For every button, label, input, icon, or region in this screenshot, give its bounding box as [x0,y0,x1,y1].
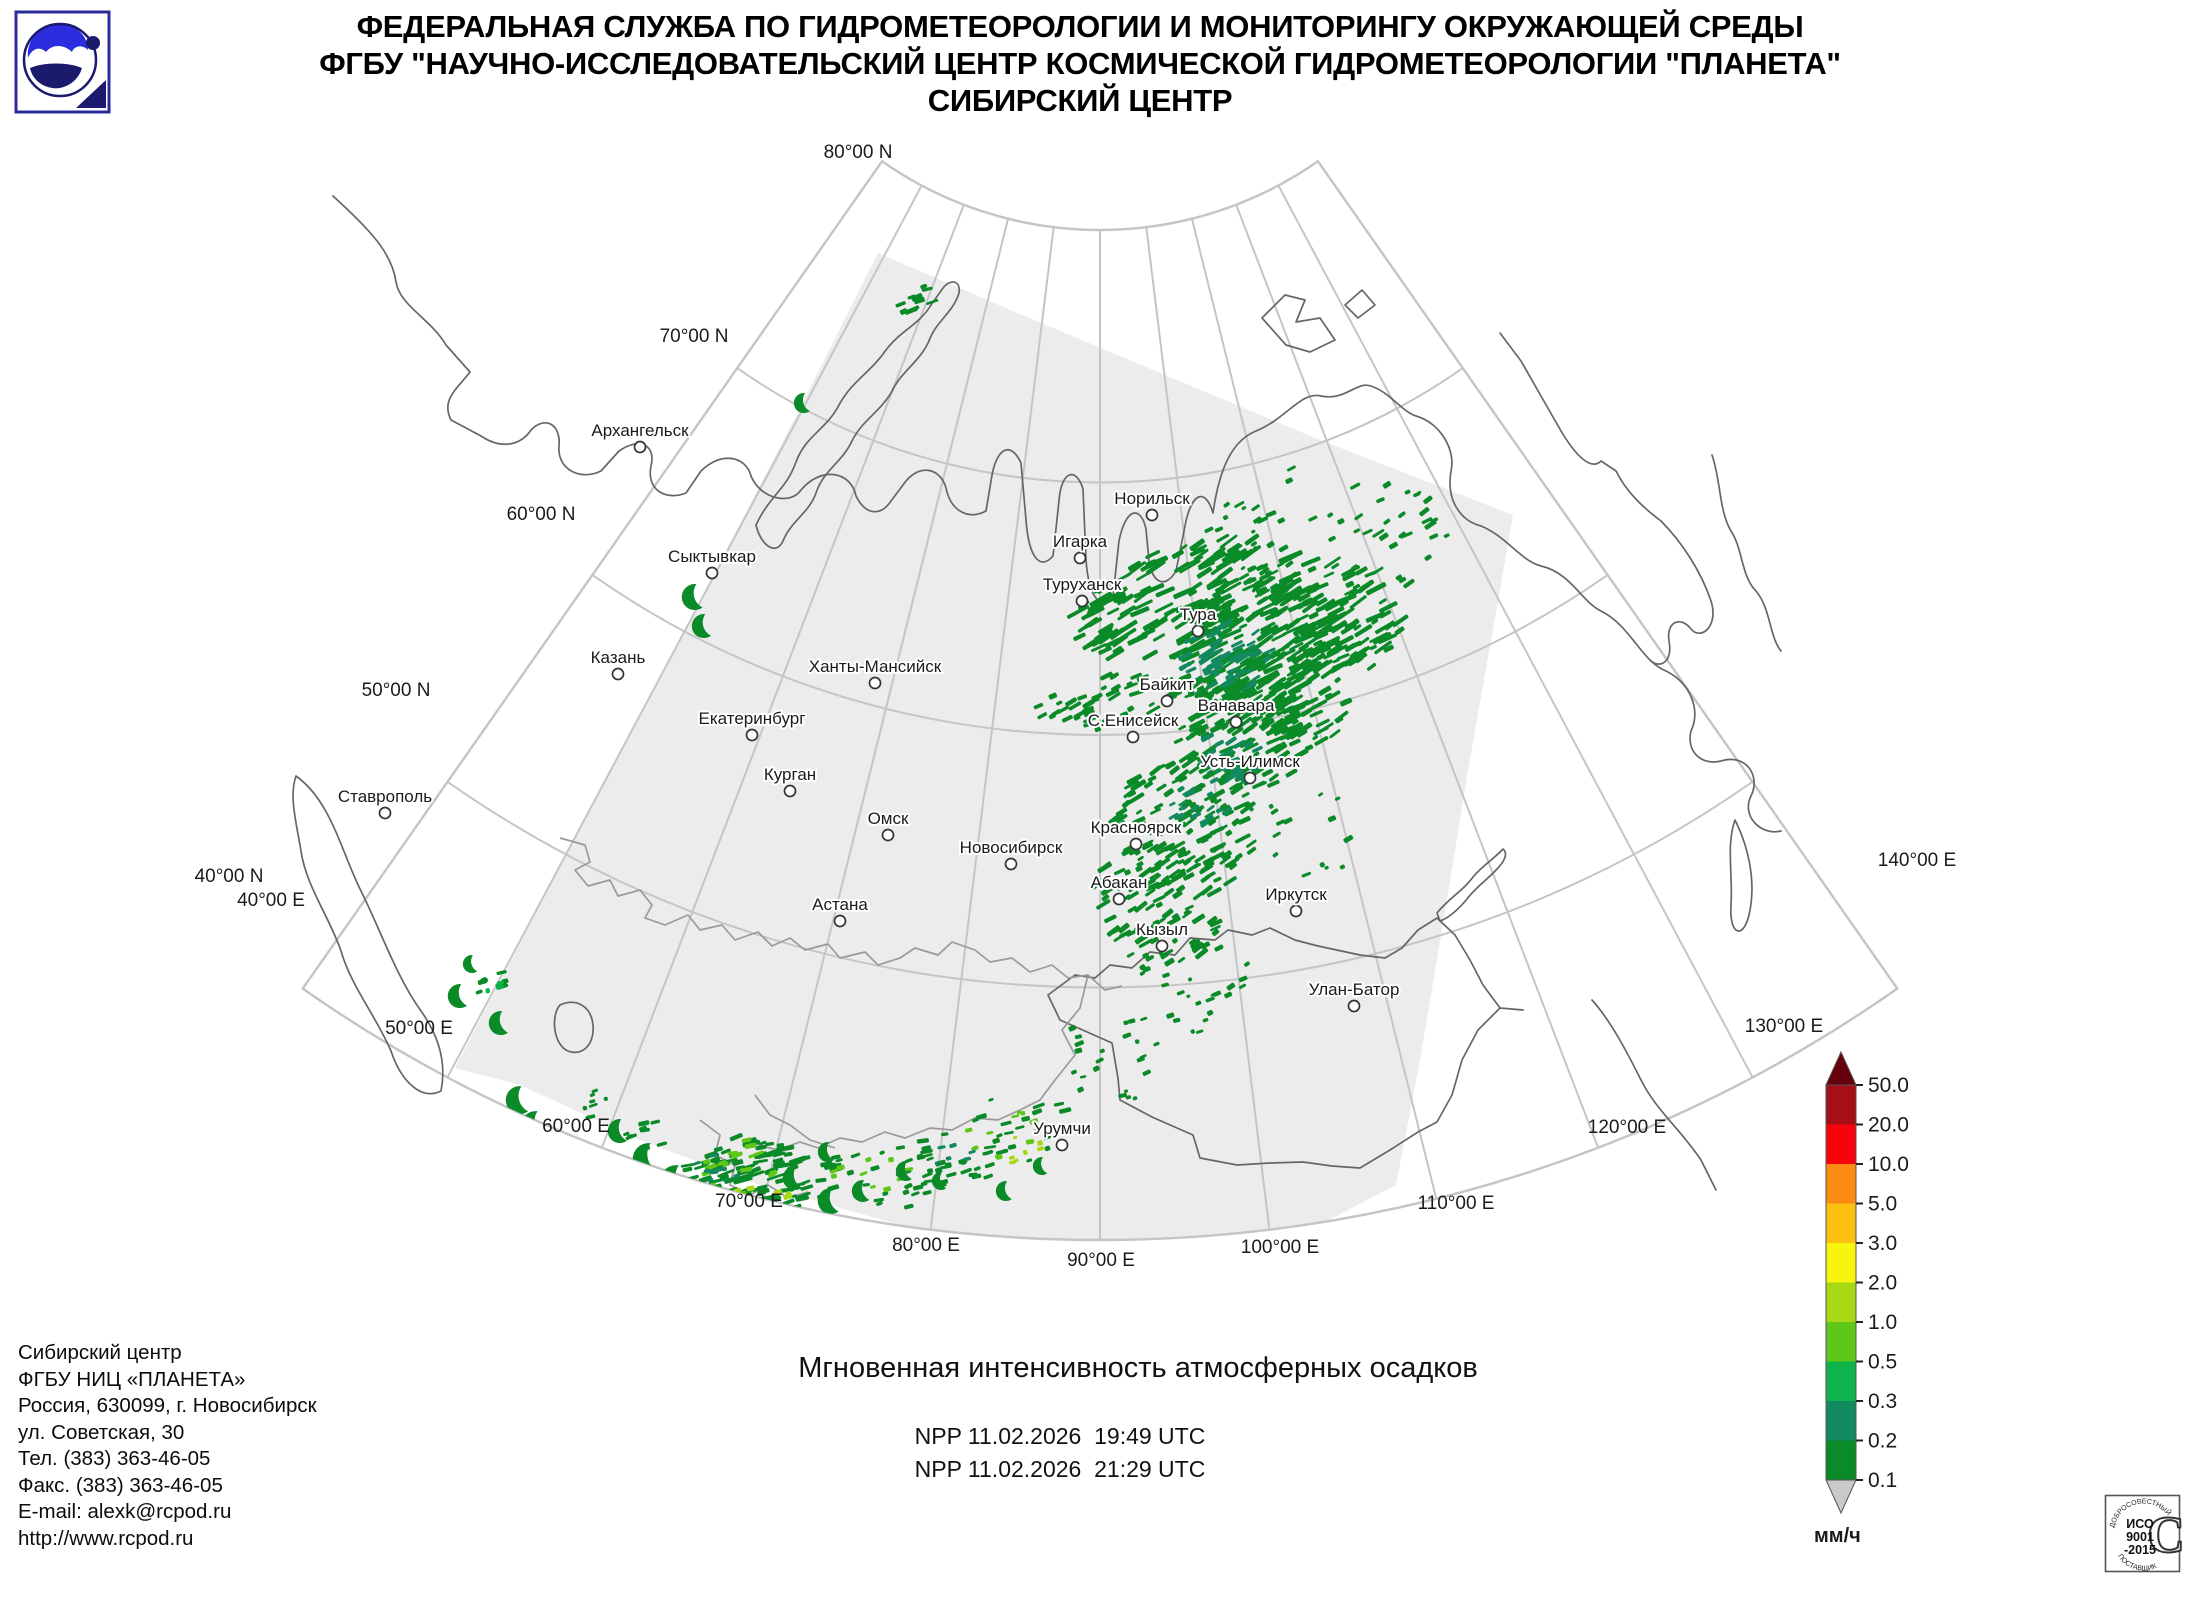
satellite-swath [455,253,1513,1255]
svg-text:Норильск: Норильск [1114,489,1190,508]
contact-line: Факс. (383) 363-46-05 [18,1473,317,1500]
svg-text:Сыктывкар: Сыктывкар [668,547,756,566]
svg-text:1.0: 1.0 [1868,1311,1897,1334]
svg-text:0.2: 0.2 [1868,1430,1897,1453]
timestamp-block: NPP 11.02.2026 19:49 UTCNPP 11.02.2026 2… [915,1420,1206,1486]
contact-line: ул. Советская, 30 [18,1420,317,1447]
iso-badge-code: ИСО9001-2015 [2124,1517,2156,1557]
header-line-1: ФЕДЕРАЛЬНАЯ СЛУЖБА ПО ГИДРОМЕТЕОРОЛОГИИ … [0,8,2160,45]
svg-text:5.0: 5.0 [1868,1193,1897,1216]
svg-text:40°00 E: 40°00 E [237,890,305,911]
svg-text:80°00 E: 80°00 E [892,1235,960,1256]
svg-text:Архангельск: Архангельск [591,421,689,440]
svg-text:0.5: 0.5 [1868,1351,1897,1374]
timestamp-line: NPP 11.02.2026 21:29 UTC [915,1453,1206,1486]
svg-text:100°00 E: 100°00 E [1241,1237,1319,1258]
svg-text:Улан-Батор: Улан-Батор [1309,980,1400,999]
svg-text:60°00 N: 60°00 N [507,504,576,525]
svg-text:Новосибирск: Новосибирск [960,838,1063,857]
svg-text:Кызыл: Кызыл [1136,920,1188,939]
svg-text:Игарка: Игарка [1053,532,1108,551]
svg-text:Казань: Казань [591,648,646,667]
header-title-block: ФЕДЕРАЛЬНАЯ СЛУЖБА ПО ГИДРОМЕТЕОРОЛОГИИ … [0,8,2200,119]
svg-text:50.0: 50.0 [1868,1074,1909,1097]
svg-text:Тура: Тура [1180,605,1217,624]
city-marker: Ставрополь [338,787,432,819]
contact-line: http://www.rcpod.ru [18,1526,317,1553]
svg-text:Екатеринбург: Екатеринбург [699,709,806,728]
svg-text:Ханты-Мансийск: Ханты-Мансийск [809,657,942,676]
iso-9001-badge: ДОБРОСОВЕСТНЫЙ ПОСТАВЩИК C ИСО9001-2015 [2104,1494,2182,1574]
svg-text:Абакан: Абакан [1091,873,1148,892]
contact-line: Тел. (383) 363-46-05 [18,1446,317,1473]
svg-text:90°00 E: 90°00 E [1067,1250,1135,1271]
contact-line: ФГБУ НИЦ «ПЛАНЕТА» [18,1367,317,1394]
svg-text:0.3: 0.3 [1868,1390,1897,1413]
svg-text:60°00 E: 60°00 E [542,1116,610,1137]
svg-text:10.0: 10.0 [1868,1153,1909,1176]
svg-text:3.0: 3.0 [1868,1232,1897,1255]
svg-text:Астана: Астана [812,895,868,914]
svg-text:110°00 E: 110°00 E [1418,1193,1495,1214]
svg-text:50°00 E: 50°00 E [385,1018,453,1039]
svg-text:Ставрополь: Ставрополь [338,787,432,806]
svg-text:20.0: 20.0 [1868,1114,1909,1137]
svg-text:120°00 E: 120°00 E [1588,1117,1666,1138]
contact-line: Россия, 630099, г. Новосибирск [18,1393,317,1420]
svg-text:Красноярск: Красноярск [1091,818,1182,837]
header-line-3: СИБИРСКИЙ ЦЕНТР [0,82,2160,119]
header-line-2: ФГБУ "НАУЧНО-ИССЛЕДОВАТЕЛЬСКИЙ ЦЕНТР КОС… [0,45,2160,82]
svg-text:Туруханск: Туруханск [1043,575,1122,594]
svg-text:130°00 E: 130°00 E [1745,1016,1823,1037]
svg-text:140°00 E: 140°00 E [1878,850,1956,871]
svg-text:С.Енисейск: С.Енисейск [1088,711,1179,730]
svg-text:2.0: 2.0 [1868,1272,1897,1295]
contact-line: E-mail: alexk@rcpod.ru [18,1499,317,1526]
svg-text:Курган: Курган [764,765,816,784]
svg-text:Усть-Илимск: Усть-Илимск [1200,752,1300,771]
svg-text:0.1: 0.1 [1868,1469,1897,1492]
svg-text:мм/ч: мм/ч [1814,1525,1861,1547]
product-title: Мгновенная интенсивность атмосферных оса… [798,1352,1478,1385]
svg-text:Ванавара: Ванавара [1198,696,1275,715]
svg-text:70°00 E: 70°00 E [715,1191,783,1212]
color-scale-legend: 50.0 20.0 10.0 5.0 3.0 2.0 1.0 0.5 0.3 0.2 0.1 мм/ч [1795,1040,1975,1585]
svg-text:Байкит: Байкит [1140,675,1195,694]
contact-info-block: Сибирский центрФГБУ НИЦ «ПЛАНЕТА»Россия,… [18,1340,317,1552]
svg-text:40°00 N: 40°00 N [195,866,264,887]
svg-text:70°00 N: 70°00 N [660,326,729,347]
svg-text:Иркутск: Иркутск [1265,885,1327,904]
svg-text:Омск: Омск [868,809,909,828]
contact-line: Сибирский центр [18,1340,317,1367]
svg-text:80°00 N: 80°00 N [824,142,893,163]
city-marker: Архангельск [591,421,689,453]
timestamp-line: NPP 11.02.2026 19:49 UTC [915,1420,1206,1453]
weather-map-page: Архангельск Сыктывкар Казань Екатеринбург Ха… [0,0,2200,1600]
svg-text:50°00 N: 50°00 N [362,680,431,701]
svg-text:Урумчи: Урумчи [1033,1119,1091,1138]
city-marker: Казань [591,648,646,680]
